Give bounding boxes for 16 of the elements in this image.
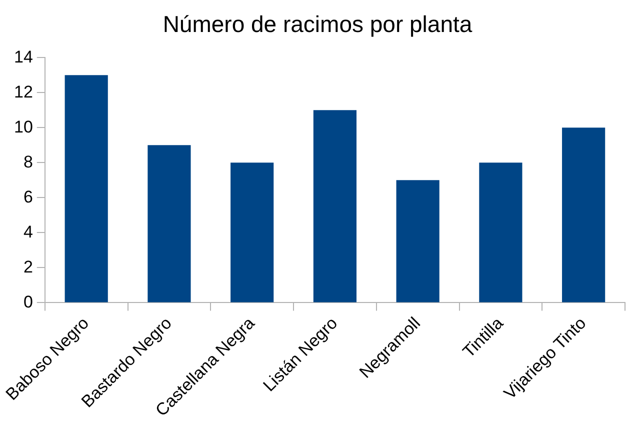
bar bbox=[313, 110, 356, 302]
bar bbox=[562, 128, 606, 302]
y-tick-label: 6 bbox=[23, 187, 33, 206]
y-tick-label: 10 bbox=[14, 117, 33, 136]
y-tick-label: 4 bbox=[23, 222, 33, 242]
y-tick-label: 2 bbox=[23, 257, 33, 276]
bar bbox=[479, 162, 522, 302]
y-tick-label: 14 bbox=[14, 47, 33, 66]
y-tick-label: 12 bbox=[14, 82, 33, 102]
bar bbox=[148, 145, 191, 302]
bar bbox=[64, 75, 108, 302]
chart-title: Número de racimos por planta bbox=[162, 11, 472, 38]
y-tick-label: 8 bbox=[23, 152, 33, 172]
bar bbox=[230, 162, 274, 302]
y-tick-label: 0 bbox=[23, 292, 33, 312]
bar bbox=[396, 180, 440, 302]
